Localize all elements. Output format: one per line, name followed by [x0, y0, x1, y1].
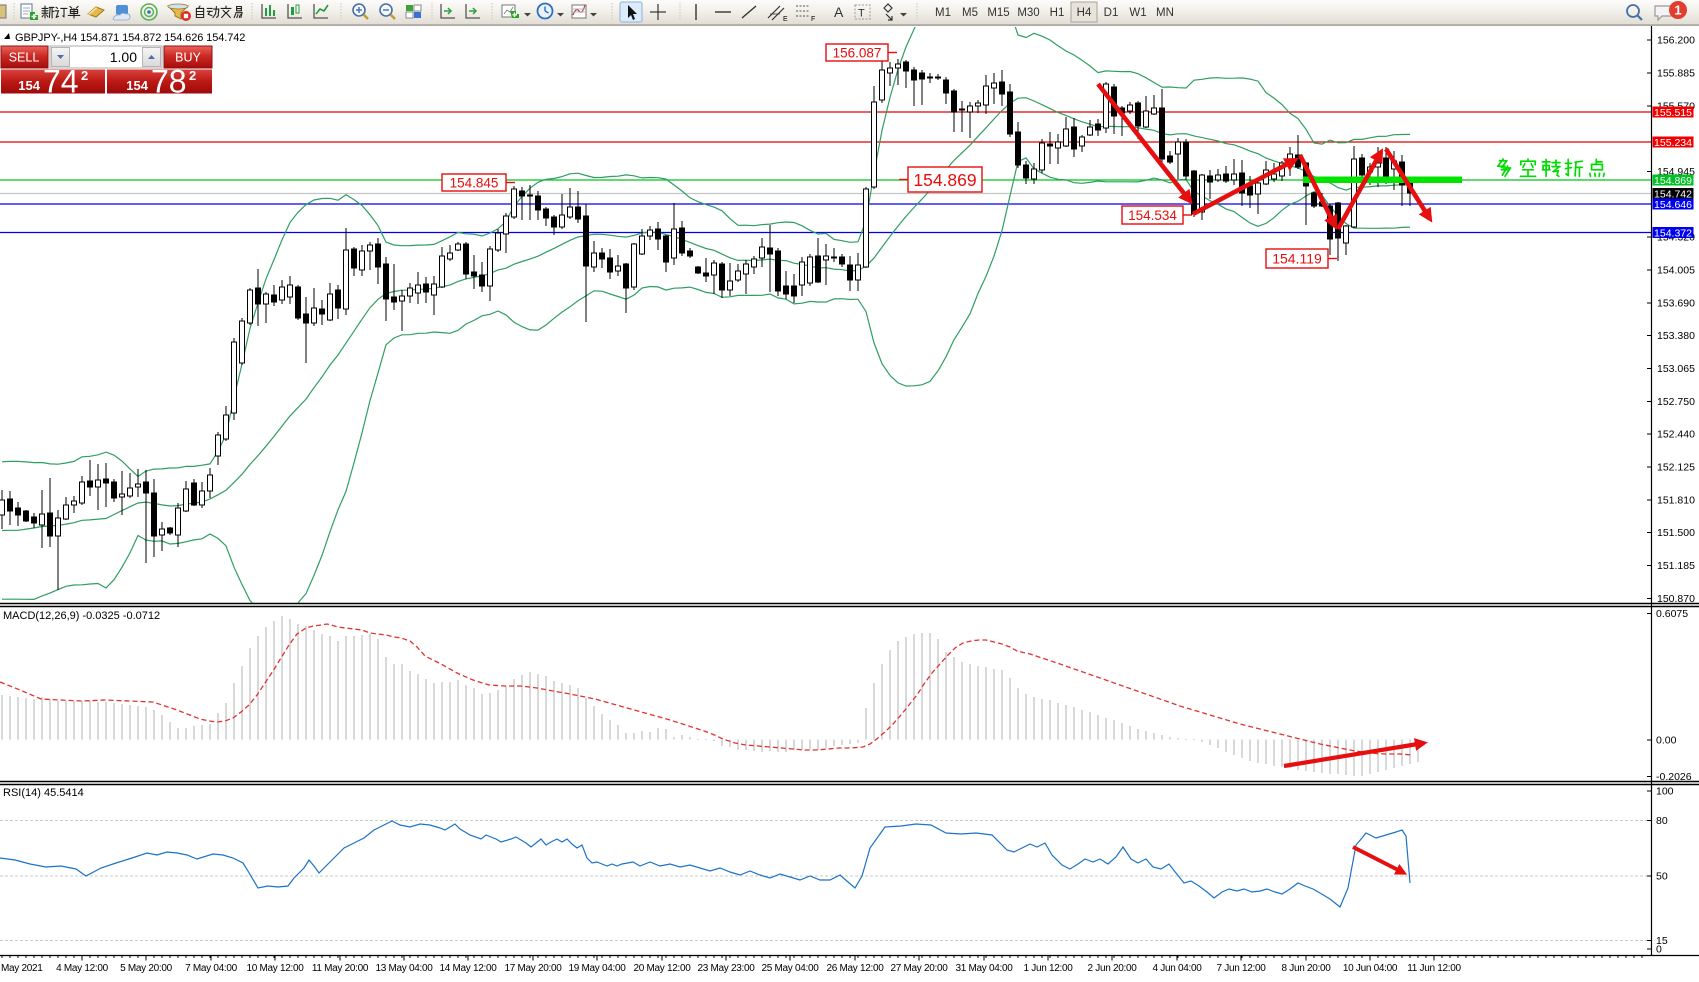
svg-text:78: 78 [151, 64, 187, 100]
svg-text:H1: H1 [1050, 7, 1065, 19]
svg-text:10 Jun 04:00: 10 Jun 04:00 [1343, 963, 1398, 974]
svg-text:27 May 20:00: 27 May 20:00 [891, 963, 949, 974]
svg-text:7 May 04:00: 7 May 04:00 [185, 963, 237, 974]
svg-text:0: 0 [1656, 944, 1662, 956]
svg-text:155.515: 155.515 [1654, 107, 1692, 119]
svg-text:26 May 12:00: 26 May 12:00 [827, 963, 885, 974]
svg-text:50: 50 [1656, 871, 1668, 883]
svg-text:M1: M1 [935, 7, 951, 19]
svg-text:2: 2 [81, 68, 88, 83]
svg-text:2: 2 [189, 68, 196, 83]
svg-text:152.125: 152.125 [1657, 462, 1695, 474]
svg-text:74: 74 [43, 64, 79, 100]
svg-text:E: E [783, 16, 788, 23]
svg-text:MN: MN [1156, 7, 1174, 19]
svg-text:154.869: 154.869 [1654, 175, 1692, 187]
svg-text:W1: W1 [1129, 7, 1146, 19]
svg-text:154.119: 154.119 [1272, 251, 1322, 267]
svg-text:152.750: 152.750 [1657, 396, 1695, 408]
svg-text:May 2021: May 2021 [1, 963, 43, 974]
svg-text:153.380: 153.380 [1657, 330, 1695, 342]
svg-text:23 May 23:00: 23 May 23:00 [698, 963, 756, 974]
svg-text:RSI(14) 45.5414: RSI(14) 45.5414 [3, 787, 84, 799]
svg-text:4 May 12:00: 4 May 12:00 [56, 963, 108, 974]
svg-text:T: T [858, 8, 865, 20]
svg-text:4 Jun 04:00: 4 Jun 04:00 [1153, 963, 1203, 974]
svg-text:154.646: 154.646 [1654, 199, 1692, 211]
svg-text:14 May 12:00: 14 May 12:00 [440, 963, 498, 974]
svg-text:151.185: 151.185 [1657, 560, 1695, 572]
svg-text:13 May 04:00: 13 May 04:00 [376, 963, 434, 974]
svg-text:154.372: 154.372 [1654, 227, 1692, 239]
svg-text:152.440: 152.440 [1657, 429, 1695, 441]
svg-text:M5: M5 [962, 7, 978, 19]
svg-text:156.087: 156.087 [833, 45, 882, 60]
svg-text:0.6075: 0.6075 [1656, 608, 1688, 620]
svg-text:H4: H4 [1077, 7, 1092, 19]
svg-text:-0.2026: -0.2026 [1656, 771, 1692, 783]
svg-text:155.234: 155.234 [1654, 137, 1692, 149]
svg-text:154.005: 154.005 [1657, 265, 1695, 277]
svg-text:0.00: 0.00 [1656, 735, 1677, 747]
svg-text:7 Jun 12:00: 7 Jun 12:00 [1217, 963, 1267, 974]
svg-text:154.869: 154.869 [913, 170, 976, 190]
svg-text:155.885: 155.885 [1657, 68, 1695, 80]
svg-text:11 Jun 12:00: 11 Jun 12:00 [1407, 963, 1461, 974]
svg-text:1: 1 [1674, 3, 1681, 18]
svg-text:15: 15 [1656, 935, 1668, 947]
svg-text:F: F [811, 16, 815, 23]
svg-text:1.00: 1.00 [110, 49, 137, 65]
svg-text:A: A [834, 4, 844, 20]
svg-text:156.200: 156.200 [1657, 35, 1695, 47]
svg-text:151.810: 151.810 [1657, 495, 1695, 507]
svg-text:154: 154 [18, 78, 40, 93]
svg-text:D1: D1 [1104, 7, 1119, 19]
svg-text:MACD(12,26,9) -0.0325 -0.0712: MACD(12,26,9) -0.0325 -0.0712 [3, 610, 160, 622]
svg-text:SELL: SELL [9, 51, 40, 65]
svg-text:154.742: 154.742 [1654, 188, 1692, 200]
svg-text:153.690: 153.690 [1657, 298, 1695, 310]
svg-text:150.870: 150.870 [1657, 593, 1695, 605]
svg-text:8 Jun 20:00: 8 Jun 20:00 [1282, 963, 1332, 974]
svg-text:100: 100 [1656, 786, 1674, 798]
svg-text:2 Jun 20:00: 2 Jun 20:00 [1088, 963, 1138, 974]
svg-text:154: 154 [126, 78, 148, 93]
svg-text:5 May 20:00: 5 May 20:00 [120, 963, 172, 974]
svg-text:154.534: 154.534 [1128, 208, 1177, 223]
svg-text:19 May 04:00: 19 May 04:00 [569, 963, 627, 974]
svg-text:10 May 12:00: 10 May 12:00 [247, 963, 305, 974]
svg-text:31 May 04:00: 31 May 04:00 [956, 963, 1014, 974]
svg-text:154.845: 154.845 [450, 175, 499, 190]
svg-text:151.500: 151.500 [1657, 527, 1695, 539]
svg-text:GBPJPY-,H4 154.871 154.872 15: GBPJPY-,H4 154.871 154.872 154.626 154.7… [15, 32, 245, 44]
svg-text:11 May 20:00: 11 May 20:00 [312, 963, 369, 974]
svg-text:1 Jun 12:00: 1 Jun 12:00 [1024, 963, 1074, 974]
svg-text:20 May 12:00: 20 May 12:00 [634, 963, 692, 974]
svg-text:153.065: 153.065 [1657, 363, 1695, 375]
svg-text:M30: M30 [1017, 7, 1039, 19]
svg-text:17 May 20:00: 17 May 20:00 [505, 963, 563, 974]
svg-text:25 May 04:00: 25 May 04:00 [762, 963, 820, 974]
svg-text:BUY: BUY [175, 51, 201, 65]
svg-text:80: 80 [1656, 815, 1668, 827]
svg-text:M15: M15 [987, 7, 1009, 19]
